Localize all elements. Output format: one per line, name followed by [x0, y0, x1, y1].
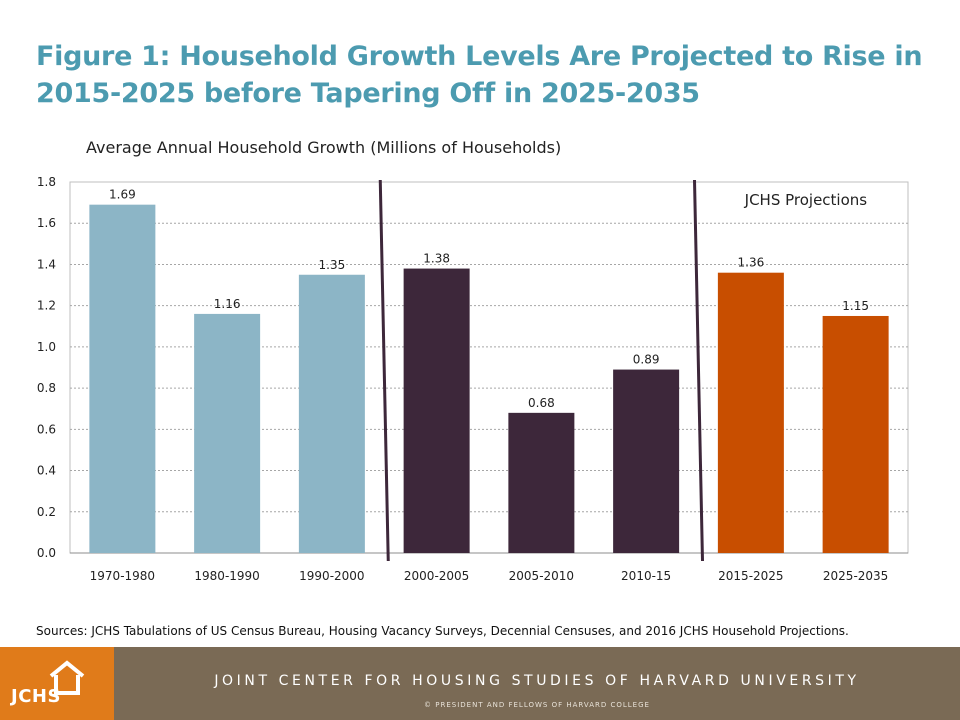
data-label: 1.16	[214, 297, 241, 311]
period-divider	[378, 179, 390, 562]
data-label: 1.15	[842, 299, 869, 313]
footer-copyright: © PRESIDENT AND FELLOWS OF HARVARD COLLE…	[424, 701, 650, 709]
y-tick-label: 1.8	[37, 175, 56, 189]
x-tick-label: 2000-2005	[404, 569, 469, 583]
page-title: Figure 1: Household Growth Levels Are Pr…	[36, 41, 923, 109]
y-tick-label: 1.0	[37, 340, 56, 354]
y-tick-label: 0.2	[37, 505, 56, 519]
bar	[508, 412, 575, 553]
bar	[89, 204, 156, 553]
data-label: 1.35	[319, 258, 346, 272]
y-tick-label: 1.6	[37, 216, 56, 230]
data-label: 0.68	[528, 396, 555, 410]
y-tick-label: 0.8	[37, 381, 56, 395]
y-tick-label: 1.4	[37, 257, 56, 271]
period-divider	[693, 179, 704, 562]
y-tick-label: 0.0	[37, 546, 56, 560]
bar	[613, 369, 680, 553]
x-tick-label: 1970-1980	[90, 569, 155, 583]
bar	[717, 272, 784, 553]
projections-annotation: JCHS Projections	[744, 191, 868, 209]
bar	[194, 313, 261, 553]
data-label: 1.69	[109, 188, 136, 202]
footer-organization: JOINT CENTER FOR HOUSING STUDIES OF HARV…	[214, 673, 860, 689]
x-tick-label: 2015-2025	[718, 569, 783, 583]
footer-bar: JOINT CENTER FOR HOUSING STUDIES OF HARV…	[114, 647, 960, 720]
data-label: 1.38	[423, 252, 450, 266]
source-note: Sources: JCHS Tabulations of US Census B…	[36, 624, 849, 638]
x-tick-label: 2005-2010	[509, 569, 574, 583]
x-tick-label: 2010-15	[621, 569, 671, 583]
y-tick-label: 0.6	[37, 422, 56, 436]
bar	[403, 268, 470, 553]
y-tick-label: 1.2	[37, 299, 56, 313]
bar	[298, 274, 365, 553]
jchs-logo: JCHS	[0, 647, 114, 720]
data-label: 0.89	[633, 353, 660, 367]
y-tick-label: 0.4	[37, 464, 56, 478]
x-tick-label: 1990-2000	[299, 569, 364, 583]
bar	[822, 315, 889, 553]
x-tick-label: 2025-2035	[823, 569, 888, 583]
x-tick-label: 1980-1990	[194, 569, 259, 583]
logo-text: JCHS	[11, 686, 61, 707]
chart-title: Average Annual Household Growth (Million…	[86, 138, 562, 157]
bar-chart: 0.0 0.2 0.4 0.6 0.8 1.0 1.2 1.4 1.6 1.8 1.69 1970-1…	[37, 175, 909, 583]
house-icon	[49, 660, 85, 695]
data-label: 1.36	[738, 256, 765, 270]
